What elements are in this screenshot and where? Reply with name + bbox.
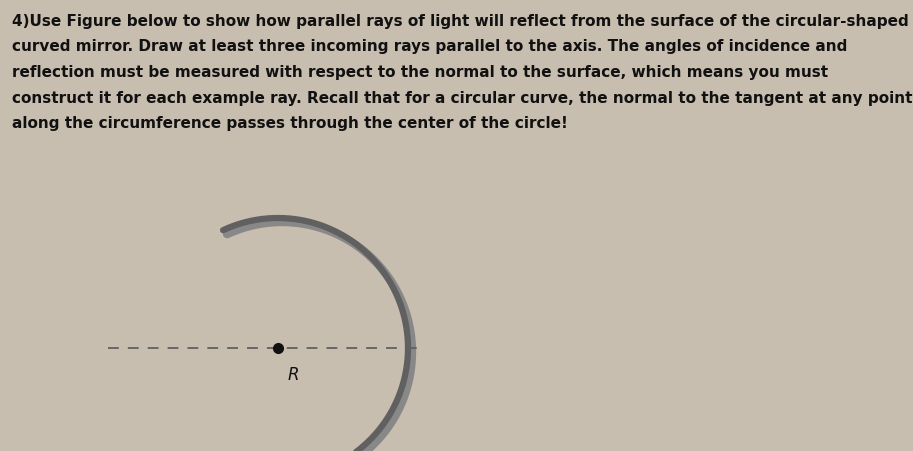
Text: reflection must be measured with respect to the normal to the surface, which mea: reflection must be measured with respect… [12,65,828,80]
Text: along the circumference passes through the center of the circle!: along the circumference passes through t… [12,116,568,131]
Text: construct it for each example ray. Recall that for a circular curve, the normal : construct it for each example ray. Recal… [12,91,912,106]
Text: curved mirror. Draw at least three incoming rays parallel to the axis. The angle: curved mirror. Draw at least three incom… [12,40,847,55]
Text: 4)Use Figure below to show how parallel rays of light will reflect from the surf: 4)Use Figure below to show how parallel … [12,14,908,29]
Text: R: R [288,366,299,384]
